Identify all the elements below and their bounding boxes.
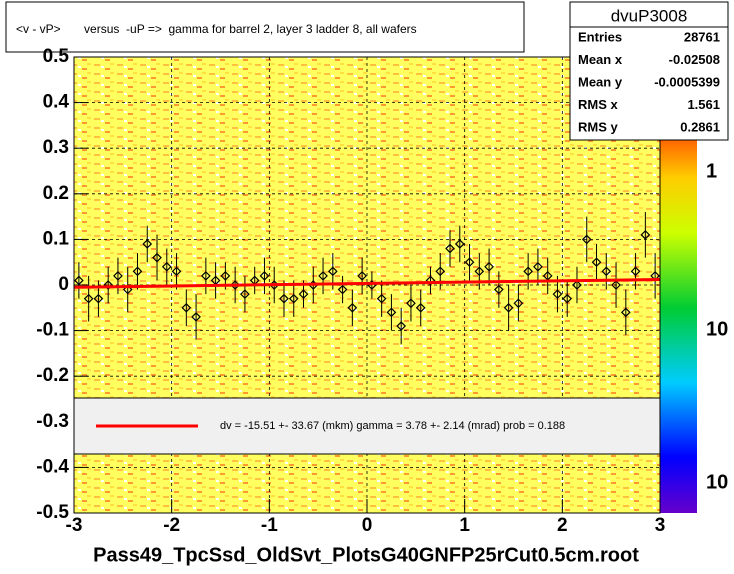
profile-point — [327, 266, 338, 277]
profile-point — [240, 289, 250, 299]
profile-point — [376, 293, 387, 304]
x-tick-label: 1 — [459, 515, 470, 536]
profile-point — [181, 302, 192, 313]
stats-value: 0.2861 — [680, 119, 720, 134]
profile-point — [494, 284, 504, 295]
profile-point — [630, 266, 641, 277]
colorbar-label: 10 — [706, 318, 728, 340]
profile-point — [122, 284, 133, 295]
profile-point — [93, 293, 104, 304]
profile-point — [474, 266, 485, 277]
profile-point — [533, 261, 543, 272]
profile-point — [581, 234, 592, 245]
profile-point — [386, 307, 397, 318]
stats-label: RMS x — [578, 97, 619, 112]
profile-point — [552, 289, 563, 299]
profile-point — [74, 275, 84, 286]
y-tick-label: 0.1 — [43, 228, 70, 249]
plot-frame — [73, 56, 661, 514]
colorbar-label: 1 — [706, 160, 717, 182]
fit-line — [73, 278, 661, 289]
y-tick-label: 0 — [58, 274, 69, 295]
profile-point — [464, 257, 475, 268]
profile-point — [83, 293, 94, 304]
profile-point — [279, 293, 289, 304]
profile-point — [572, 280, 582, 290]
x-tick-label: -2 — [163, 515, 180, 536]
x-tick-label: 2 — [557, 515, 568, 536]
profile-point — [406, 298, 416, 309]
color-palette — [660, 140, 697, 513]
profile-point — [611, 280, 621, 290]
profile-point — [259, 271, 270, 281]
profile-point — [171, 266, 182, 277]
x-tick-label: 0 — [362, 515, 373, 536]
profile-point — [396, 321, 407, 331]
profile-point — [201, 271, 211, 281]
y-tick-label: 0.2 — [43, 183, 69, 204]
title-box — [5, 1, 525, 53]
chart-title: <v - vP> versus -uP => gamma for barrel … — [16, 22, 417, 36]
profile-point — [562, 293, 573, 304]
x-tick-label: -3 — [66, 515, 83, 536]
profile-point — [220, 271, 231, 281]
profile-point — [161, 261, 172, 272]
profile-point — [132, 266, 143, 277]
y-tick-label: -0.4 — [36, 456, 69, 477]
y-tick-label: -0.1 — [36, 320, 69, 341]
stats-label: Mean y — [578, 74, 623, 89]
y-tick-label: 0.5 — [43, 46, 70, 67]
profile-point — [445, 243, 455, 254]
colorbar-label: 10 — [706, 471, 728, 493]
stats-label: Entries — [578, 29, 622, 44]
stats-value: 1.561 — [687, 97, 720, 112]
profile-point — [152, 252, 162, 263]
profile-point — [523, 266, 533, 277]
legend-text: dv = -15.51 +- 33.67 (mkm) gamma = 3.78 … — [220, 420, 565, 432]
stats-value: -0.0005399 — [654, 74, 720, 89]
stats-value: 28761 — [684, 29, 720, 44]
profile-point — [318, 271, 328, 281]
profile-point — [113, 271, 123, 281]
profile-point — [103, 280, 114, 290]
x-tick-label: 3 — [655, 515, 666, 536]
x-tick-label: -1 — [261, 515, 278, 536]
y-tick-label: -0.2 — [36, 365, 69, 386]
y-tick-label: 0.3 — [43, 137, 69, 158]
profile-point — [357, 271, 367, 281]
profile-point — [337, 284, 348, 295]
profile-point — [601, 266, 612, 277]
profile-point — [415, 302, 426, 313]
stats-title: dvuP3008 — [611, 6, 688, 25]
profile-point — [425, 275, 436, 286]
profile-point — [503, 302, 514, 313]
y-tick-label: 0.4 — [43, 92, 70, 113]
profile-point — [298, 289, 309, 299]
profile-point — [484, 261, 494, 272]
profile-point — [591, 257, 602, 268]
stats-box — [569, 1, 729, 141]
profile-point — [288, 293, 299, 304]
profile-point — [620, 307, 631, 318]
profile-point — [191, 312, 201, 322]
y-tick-label: -0.3 — [36, 411, 69, 432]
y-tick-label: -0.5 — [36, 502, 69, 523]
profile-point — [454, 239, 465, 249]
profile-point — [142, 239, 153, 249]
stats-value: -0.02508 — [669, 52, 720, 67]
profile-point — [640, 229, 651, 240]
stats-label: RMS y — [578, 119, 619, 134]
profile-point — [435, 266, 446, 277]
x-axis-label: Pass49_TpcSsd_OldSvt_PlotsG40GNFP25rCut0… — [93, 544, 639, 566]
profile-point — [347, 302, 358, 313]
profile-point — [513, 298, 524, 309]
stats-label: Mean x — [578, 52, 623, 67]
